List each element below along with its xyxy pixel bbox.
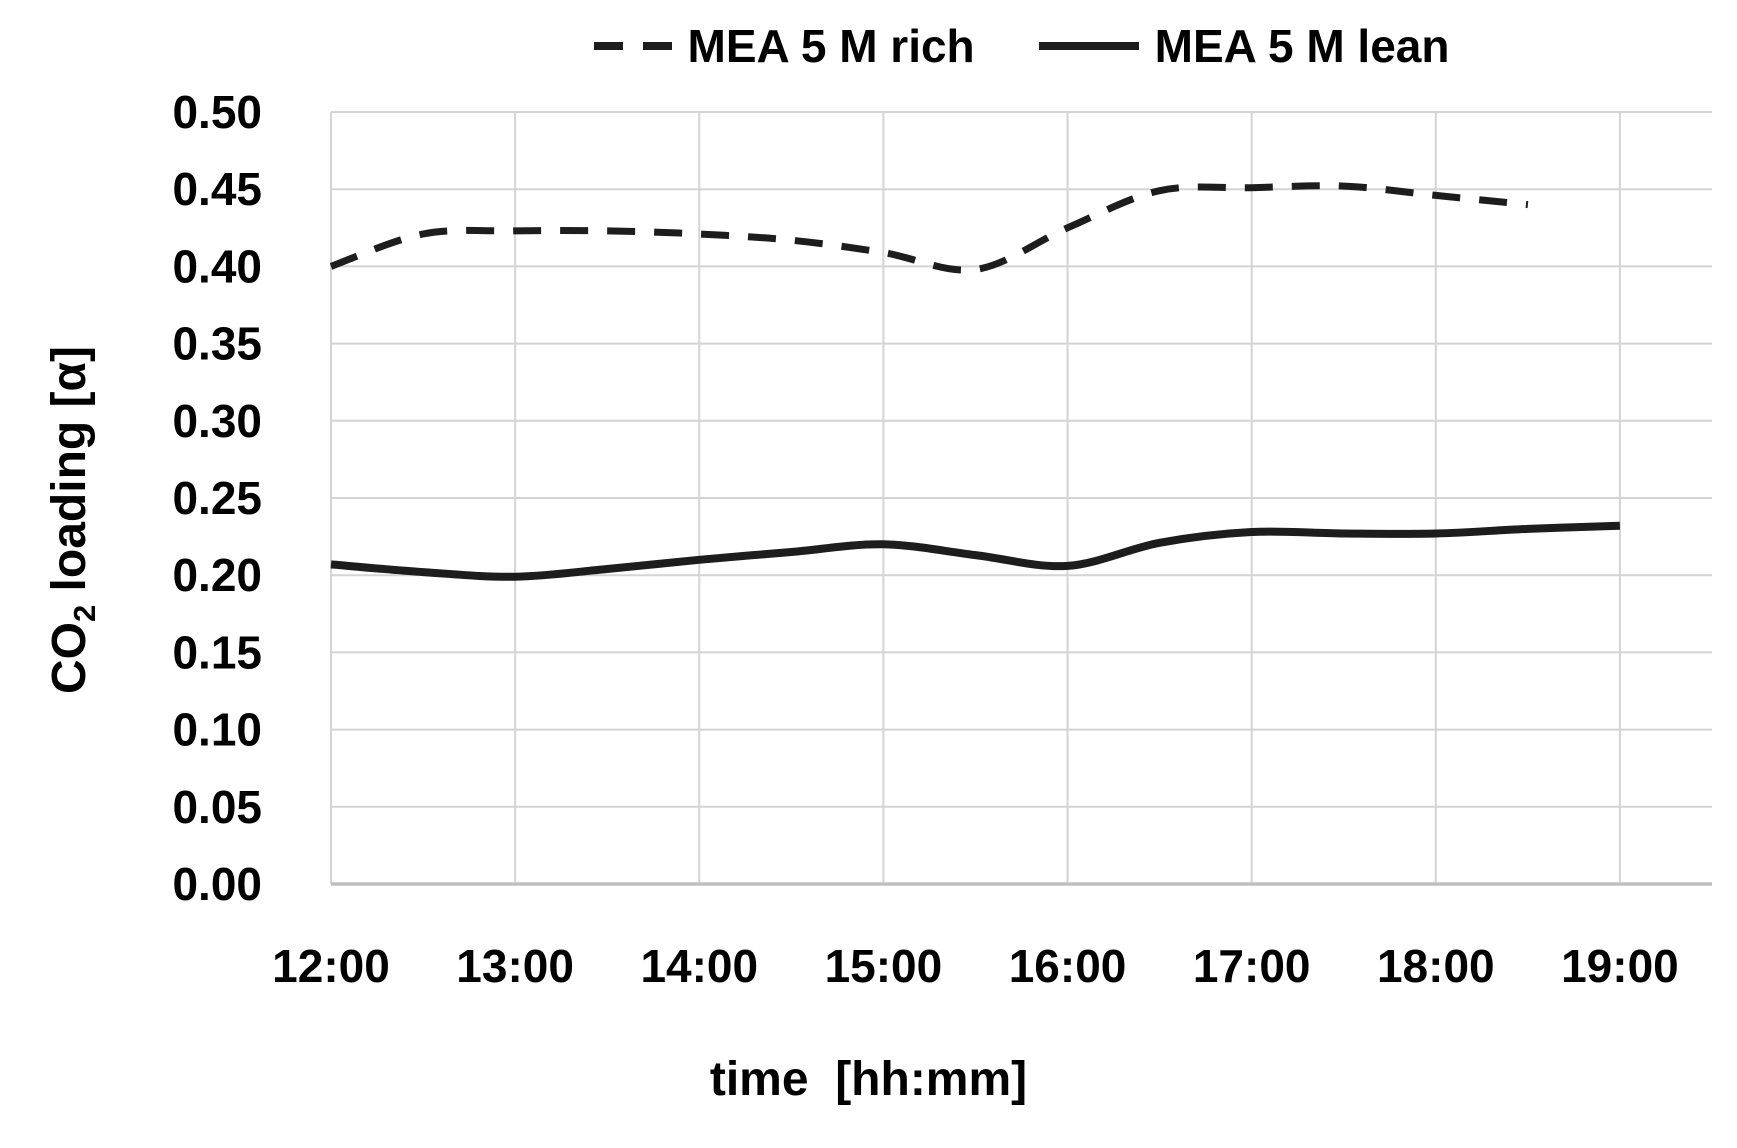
x-tick-label: 13:00 <box>456 940 574 992</box>
y-axis-title-rest: loading [α] <box>43 345 96 605</box>
tick-labels: 0.00 0.05 0.10 0.15 0.20 0.25 0.30 0.35 0.40 0.45… <box>172 86 1678 992</box>
y-axis-title-subscript: 2 <box>67 604 102 623</box>
x-tick-label: 16:00 <box>1009 940 1127 992</box>
y-axis-title-base: CO <box>43 622 96 695</box>
y-tick-label: 0.35 <box>172 318 262 370</box>
y-tick-label: 0.05 <box>172 781 262 833</box>
y-tick-label: 0.25 <box>172 472 262 524</box>
x-tick-label: 12:00 <box>272 940 390 992</box>
x-tick-label: 19:00 <box>1561 940 1679 992</box>
series-mea-5-m-rich <box>329 182 1529 274</box>
legend-label-rich: MEA 5 M rich <box>687 20 975 72</box>
y-tick-label: 0.50 <box>172 86 262 138</box>
legend-label-lean: MEA 5 M lean <box>1154 20 1450 72</box>
x-tick-label: 17:00 <box>1193 940 1311 992</box>
x-tick-label: 14:00 <box>640 940 758 992</box>
series-mea-5-m-lean <box>330 521 1621 581</box>
legend: MEA 5 M rich MEA 5 M lean <box>331 14 1712 78</box>
y-tick-label: 0.10 <box>172 704 262 756</box>
y-tick-label: 0.45 <box>172 163 262 215</box>
legend-item-lean: MEA 5 M lean <box>1038 20 1450 72</box>
y-tick-label: 0.00 <box>172 858 262 910</box>
x-axis-title: time [hh:mm] <box>709 1053 1028 1106</box>
x-tick-label: 18:00 <box>1377 940 1495 992</box>
y-tick-label: 0.20 <box>172 549 262 601</box>
h-gridlines <box>331 111 1712 808</box>
y-tick-label: 0.30 <box>172 395 262 447</box>
v-gridlines <box>330 112 1621 884</box>
x-tick-label: 15:00 <box>825 940 943 992</box>
y-axis-title: CO2 loading [α] <box>43 345 102 695</box>
solid-line-sample-icon <box>1038 42 1139 50</box>
y-tick-label: 0.40 <box>172 240 262 292</box>
legend-item-rich: MEA 5 M rich <box>593 20 975 72</box>
y-tick-label: 0.15 <box>172 626 262 678</box>
dashed-line-sample-icon <box>593 42 672 50</box>
